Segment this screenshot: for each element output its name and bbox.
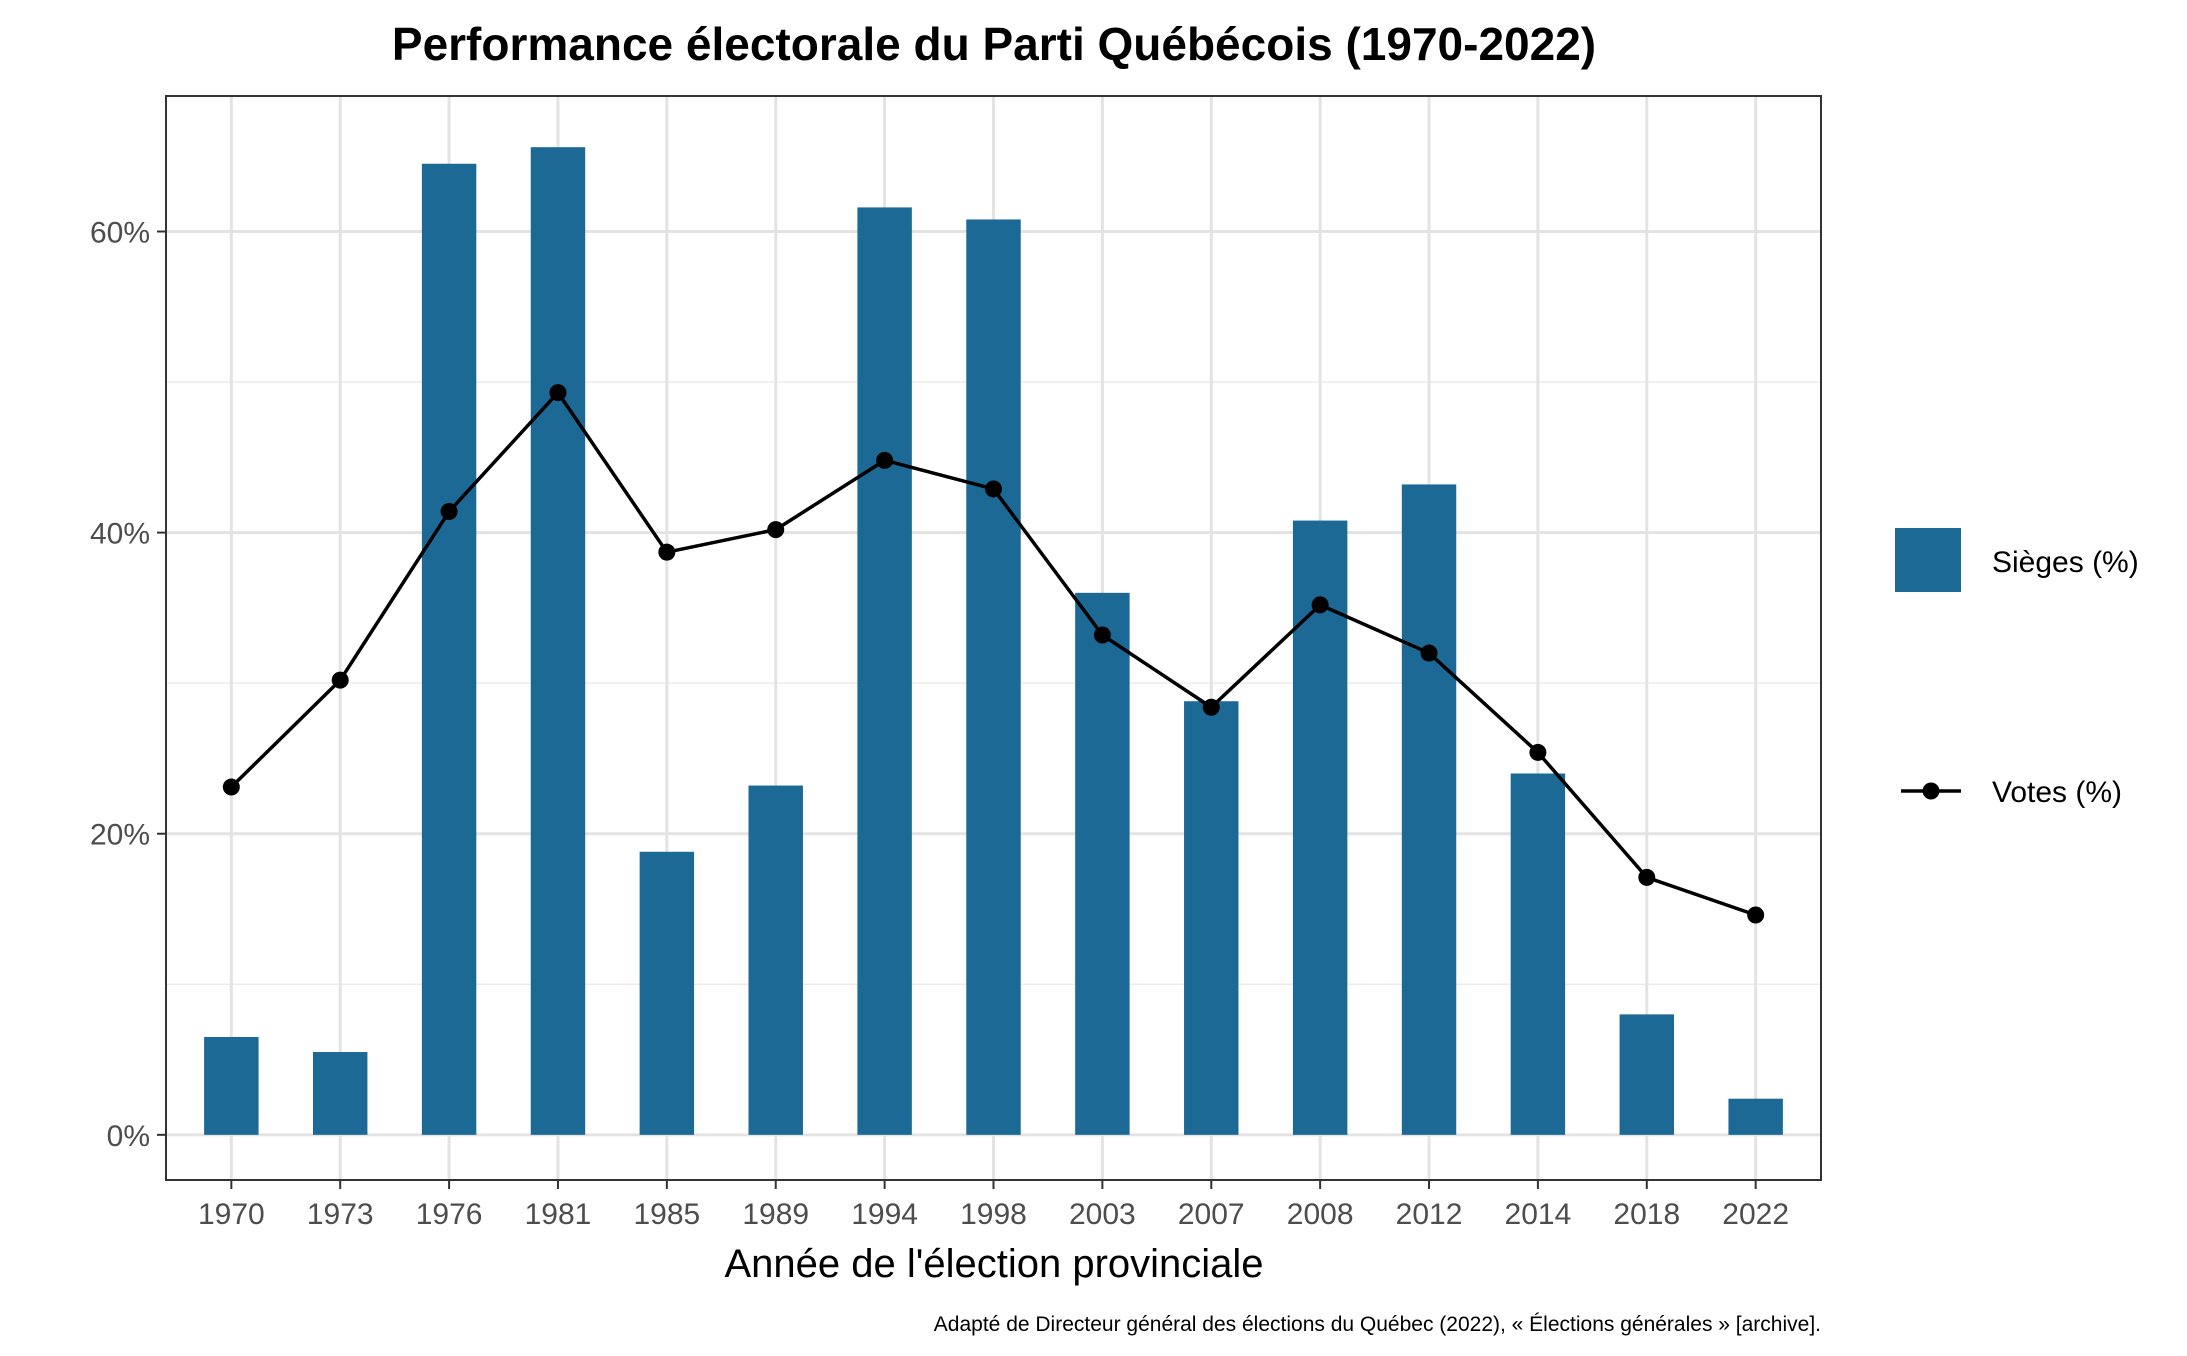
bar-1981 — [530, 147, 586, 1135]
y-tick-label: 40% — [90, 518, 150, 551]
x-tick-label: 2003 — [1069, 1198, 1136, 1231]
bar-1985 — [639, 851, 695, 1135]
x-tick-label: 2018 — [1613, 1198, 1680, 1231]
x-tick-label: 1989 — [742, 1198, 809, 1231]
legend-key-sieges — [1895, 528, 1961, 592]
votes-point-1985 — [658, 543, 676, 561]
votes-point-1976 — [440, 503, 458, 521]
line-series — [222, 384, 1765, 924]
x-axis-title: Année de l'élection provinciale — [724, 1242, 1263, 1286]
votes-point-2007 — [1202, 698, 1220, 716]
votes-point-2008 — [1311, 596, 1329, 614]
x-tick-label: 1985 — [633, 1198, 700, 1231]
x-tick-label: 2007 — [1178, 1198, 1245, 1231]
votes-point-1970 — [222, 778, 240, 796]
chart-caption: Adapté de Directeur général des élection… — [934, 1313, 1821, 1336]
x-tick-label: 1981 — [525, 1198, 592, 1231]
legend-label-sieges: Sièges (%) — [1992, 546, 2139, 579]
votes-point-1973 — [331, 671, 349, 689]
x-tick-label: 2012 — [1396, 1198, 1463, 1231]
bar-1989 — [748, 785, 803, 1135]
chart-title: Performance électorale du Parti Québécoi… — [392, 18, 1596, 70]
legend: Sièges (%) Votes (%) — [1895, 528, 2139, 809]
votes-point-2014 — [1529, 743, 1547, 761]
y-tick-label: 0% — [107, 1120, 150, 1153]
axes: 0% 20% 40% 60% 1970 1973 1976 1981 1985 1989 1994 1… — [90, 217, 1789, 1232]
bar-2014 — [1510, 773, 1566, 1135]
bars-series — [204, 147, 1783, 1135]
votes-point-2003 — [1093, 626, 1111, 644]
bar-2003 — [1075, 592, 1130, 1135]
votes-point-2022 — [1747, 906, 1765, 924]
legend-label-votes: Votes (%) — [1992, 776, 2122, 809]
bar-2018 — [1619, 1014, 1675, 1135]
votes-point-2018 — [1638, 868, 1656, 886]
votes-point-1981 — [549, 384, 567, 402]
bar-1976 — [421, 163, 477, 1135]
x-tick-label: 1994 — [851, 1198, 918, 1231]
x-tick-label: 1970 — [198, 1198, 265, 1231]
x-tick-label: 2022 — [1722, 1198, 1789, 1231]
y-tick-label: 60% — [90, 217, 150, 250]
votes-point-1989 — [767, 521, 785, 539]
legend-key-votes-point — [1922, 782, 1940, 800]
bar-2022 — [1728, 1098, 1783, 1135]
bar-1998 — [966, 219, 1021, 1135]
bar-1973 — [312, 1052, 368, 1135]
bar-2012 — [1401, 484, 1457, 1135]
votes-point-1998 — [985, 480, 1002, 498]
x-tick-label: 2014 — [1505, 1198, 1572, 1231]
bar-1994 — [857, 207, 912, 1135]
x-tick-label: 1976 — [416, 1198, 483, 1231]
bar-1970 — [204, 1036, 259, 1135]
bar-2007 — [1184, 701, 1239, 1135]
x-tick-label: 1998 — [960, 1198, 1027, 1231]
x-tick-label: 2008 — [1287, 1198, 1354, 1231]
votes-point-1994 — [876, 451, 894, 469]
votes-point-2012 — [1420, 644, 1438, 662]
y-tick-label: 20% — [90, 819, 150, 852]
x-tick-label: 1973 — [307, 1198, 374, 1231]
